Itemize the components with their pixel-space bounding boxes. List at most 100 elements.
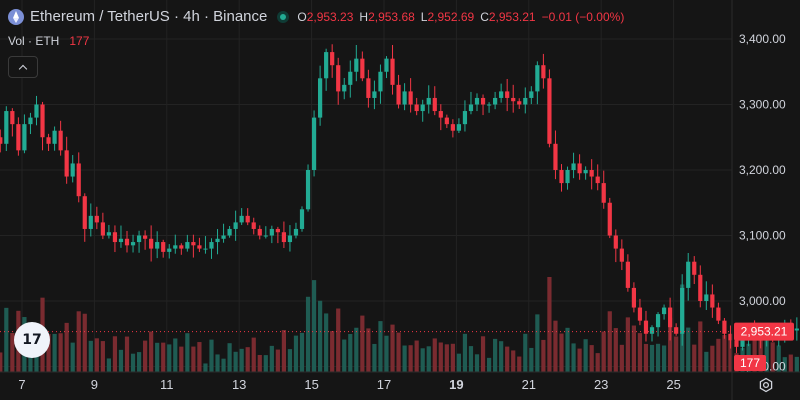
low-value: 2,952.69 [427, 9, 475, 24]
candle-body [366, 78, 371, 98]
open-value: 2,953.23 [306, 9, 354, 24]
candle-body [686, 261, 691, 288]
candle-body [76, 163, 81, 197]
volume-bar [637, 333, 643, 372]
candle-body [583, 170, 588, 174]
candle-body [34, 104, 39, 118]
candle-body [143, 235, 148, 239]
candle-body [607, 202, 612, 236]
volume-bar [203, 363, 208, 372]
candle-body [547, 78, 552, 144]
candle-body [595, 176, 600, 184]
candle-body [106, 232, 112, 236]
volume-bar [251, 337, 256, 372]
volume-bar [770, 342, 775, 372]
candle-body [173, 245, 178, 249]
candle-body [438, 111, 443, 118]
candle-body [149, 238, 154, 249]
volume-bar [360, 315, 365, 372]
volume-bar [311, 280, 317, 372]
volume-bar [402, 345, 407, 372]
volume-bar [161, 342, 166, 372]
symbol-title[interactable]: Ethereum / TetherUS · 4h · Binance [30, 8, 268, 25]
candle-body [161, 242, 166, 252]
time-tick-label: 23 [594, 377, 608, 392]
candle-body [631, 287, 637, 308]
candle-body [136, 235, 142, 243]
candle-body [480, 97, 486, 105]
candle-body [155, 242, 160, 249]
last-price-label: 2,953.21 [741, 325, 788, 339]
volume-bar [794, 356, 799, 372]
candle-body [601, 183, 606, 203]
candle-body [402, 91, 407, 105]
volume-bar [752, 337, 757, 372]
volume-bar [318, 300, 323, 372]
time-tick-label: 13 [232, 377, 246, 392]
volume-bar [499, 341, 504, 372]
candle-body [16, 124, 21, 151]
volume-bar [456, 353, 462, 372]
candle-body [191, 242, 196, 246]
candle-body [311, 117, 317, 170]
volume-bar [366, 328, 371, 372]
candle-body [692, 261, 697, 275]
volume-bar [444, 344, 449, 372]
volume-bar [227, 343, 232, 372]
collapse-legend-button[interactable] [8, 56, 38, 78]
gear-icon[interactable] [758, 377, 774, 393]
volume-bar [601, 331, 606, 372]
candle-body [716, 307, 721, 321]
volume-bars [0, 277, 799, 372]
candle-body [661, 307, 667, 315]
candle-body [10, 111, 15, 125]
candle-body [559, 170, 564, 184]
volume-bar [28, 351, 33, 372]
volume-bar [408, 345, 413, 372]
last-volume-label: 177 [740, 356, 760, 370]
candle-body [794, 328, 799, 331]
last-volume-badge [734, 355, 766, 371]
candle-body [456, 124, 462, 131]
candle-body [4, 111, 9, 144]
volume-bar [209, 339, 214, 372]
candle-body [40, 104, 45, 138]
volume-bar [758, 335, 763, 372]
volume-bar [450, 343, 455, 372]
volume-bar [167, 344, 172, 372]
candle-body [130, 242, 136, 246]
market-status-icon[interactable] [277, 10, 290, 23]
tradingview-logo[interactable]: 17 [14, 322, 50, 358]
candle-body [396, 84, 401, 105]
candle-body [360, 58, 365, 79]
candle-body [649, 327, 655, 334]
candle-body [722, 320, 727, 334]
volume-label[interactable]: Vol · ETH [8, 34, 60, 48]
volume-bar [342, 339, 347, 372]
candle-body [704, 294, 709, 301]
chart-grid [0, 0, 732, 372]
time-tick-label: 17 [377, 377, 391, 392]
candle-body [330, 52, 335, 66]
volume-bar [4, 307, 9, 372]
price-tick-label: 3,400.00 [739, 32, 786, 46]
volume-bar [782, 357, 787, 372]
candle-body [384, 58, 389, 72]
ethereum-icon[interactable] [8, 8, 24, 25]
candle-body [28, 117, 33, 125]
volume-bar [155, 342, 160, 372]
time-tick-label: 19 [449, 377, 463, 392]
volume-bar [257, 354, 262, 372]
volume-bar [722, 335, 727, 372]
candle-body [281, 232, 287, 243]
chart-legend: Ethereum / TetherUS · 4h · Binance O2,95… [8, 8, 624, 25]
volume-bar [287, 349, 293, 372]
candle-body [354, 58, 359, 72]
volume-bar [655, 343, 661, 372]
volume-bar [426, 346, 431, 372]
volume-bar [698, 321, 703, 372]
candle-body [486, 104, 492, 106]
ohlc-values: O2,953.23 H2,953.68 L2,952.69 C2,953.21 … [297, 10, 624, 24]
volume-bar [692, 344, 697, 372]
